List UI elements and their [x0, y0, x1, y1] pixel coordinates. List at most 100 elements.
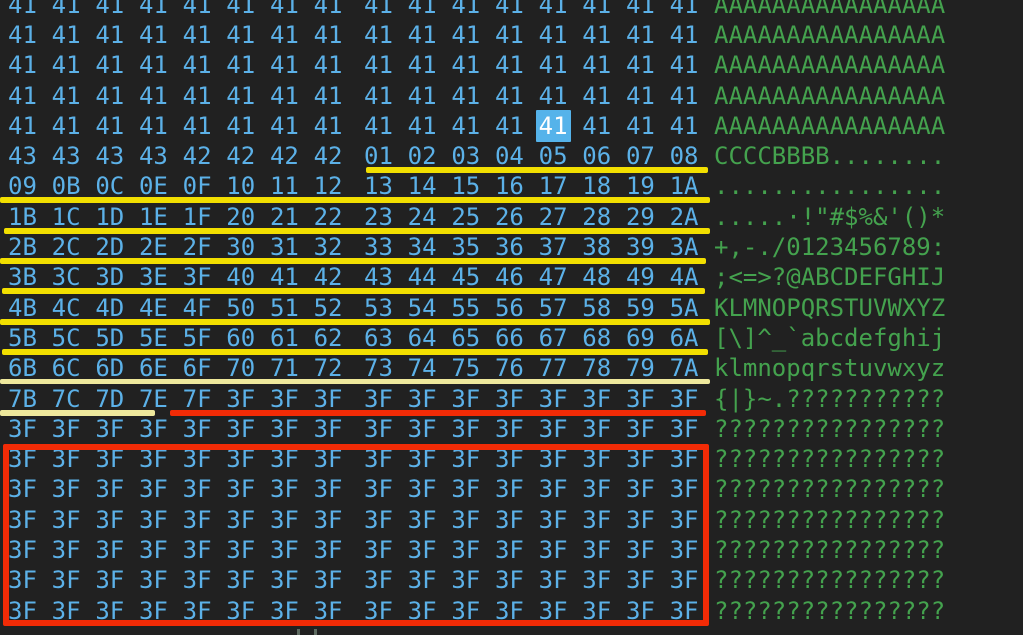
hex-byte[interactable]: 54 — [407, 293, 437, 322]
ascii-text[interactable]: ;<=>?@ABCDEFGHIJ — [714, 263, 946, 292]
hex-byte[interactable]: 41 — [269, 263, 299, 292]
hex-byte[interactable]: 41 — [8, 51, 37, 80]
hex-byte[interactable]: 3F — [407, 475, 437, 504]
hex-byte[interactable]: 42 — [226, 142, 256, 171]
hex-byte[interactable]: 62 — [313, 323, 343, 352]
hex-byte[interactable]: 41 — [669, 20, 699, 49]
hex-byte[interactable]: 26 — [494, 202, 524, 231]
hex-byte[interactable]: 41 — [51, 111, 81, 140]
hex-byte[interactable]: 7C — [51, 384, 81, 413]
hex-byte[interactable]: 0B — [51, 172, 81, 201]
hex-byte[interactable]: 41 — [451, 0, 481, 19]
hex-byte[interactable]: 3F — [95, 475, 125, 504]
hex-byte[interactable]: 43 — [51, 142, 81, 171]
ascii-text[interactable]: ???????????????? — [714, 414, 946, 443]
ascii-text[interactable]: ???????????????? — [714, 566, 946, 595]
hex-byte[interactable]: 3F — [51, 505, 81, 534]
hex-byte[interactable]: 3F — [95, 536, 125, 564]
hex-byte[interactable]: 3F — [669, 536, 699, 564]
hex-byte[interactable]: 3F — [494, 566, 524, 595]
hex-byte[interactable]: 41 — [494, 51, 524, 80]
hex-byte[interactable]: 41 — [625, 20, 655, 49]
hex-byte[interactable]: 08 — [669, 142, 699, 171]
hex-byte[interactable]: 3F — [407, 384, 437, 413]
hex-byte[interactable]: 3F — [364, 505, 393, 534]
hex-byte[interactable]: 05 — [538, 142, 568, 171]
hex-byte[interactable]: 41 — [669, 81, 699, 110]
hex-byte[interactable]: 3F — [451, 566, 481, 595]
hex-byte[interactable]: 30 — [226, 233, 256, 261]
hex-byte[interactable]: 3F — [669, 414, 699, 443]
hex-byte[interactable]: 6B — [8, 354, 37, 383]
hex-byte[interactable]: 19 — [625, 172, 655, 201]
hex-byte[interactable]: 41 — [407, 0, 437, 19]
hex-byte[interactable]: 39 — [625, 233, 655, 261]
selected-byte[interactable]: 41 — [535, 109, 583, 143]
hex-byte[interactable]: 22 — [313, 202, 343, 231]
hex-byte[interactable]: 3F — [494, 505, 524, 534]
hex-byte[interactable]: 41 — [364, 81, 393, 110]
hex-byte[interactable]: 1F — [182, 202, 212, 231]
hex-byte[interactable]: 2D — [95, 233, 125, 261]
hex-byte[interactable]: 41 — [51, 51, 81, 80]
hex-byte[interactable]: 40 — [226, 263, 256, 292]
hex-byte[interactable]: 3F — [313, 566, 343, 595]
hex-byte[interactable]: 0F — [182, 172, 212, 201]
ascii-text[interactable]: ???????????????? — [714, 505, 946, 534]
hex-byte[interactable]: 46 — [494, 263, 524, 292]
hex-byte[interactable]: 3F — [182, 505, 212, 534]
hex-byte[interactable]: 44 — [407, 263, 437, 292]
hex-byte[interactable]: 41 — [138, 51, 168, 80]
hex-byte[interactable]: 3F — [451, 475, 481, 504]
hex-byte[interactable]: 3F — [582, 384, 612, 413]
hex-byte[interactable]: 41 — [494, 0, 524, 19]
hex-byte[interactable]: 41 — [51, 20, 81, 49]
hex-byte[interactable]: 14 — [407, 172, 437, 201]
hex-byte[interactable]: 41 — [451, 111, 481, 140]
hex-byte[interactable]: 5C — [51, 323, 81, 352]
hex-byte[interactable]: 42 — [269, 142, 299, 171]
hex-byte[interactable]: 1B — [8, 202, 37, 231]
hex-byte[interactable]: 41 — [669, 111, 699, 140]
hex-byte[interactable]: 27 — [538, 202, 568, 231]
hex-byte[interactable]: 2A — [669, 202, 699, 231]
hex-byte[interactable]: 41 — [226, 20, 256, 49]
hex-byte[interactable]: 16 — [494, 172, 524, 201]
hex-byte[interactable]: 3F — [451, 536, 481, 564]
hex-byte[interactable]: 3F — [625, 536, 655, 564]
hex-byte[interactable]: 3F — [538, 505, 568, 534]
hex-byte[interactable]: 41 — [451, 20, 481, 49]
hex-byte[interactable]: 3F — [138, 536, 168, 564]
hex-byte[interactable]: 63 — [364, 323, 393, 352]
hex-byte[interactable]: 28 — [582, 202, 612, 231]
hex-byte[interactable]: 41 — [95, 111, 125, 140]
hex-byte[interactable]: 41 — [51, 0, 81, 19]
hex-byte[interactable]: 41 — [494, 20, 524, 49]
hex-byte[interactable]: 3F — [364, 536, 393, 564]
hex-byte[interactable]: 70 — [226, 354, 256, 383]
hex-byte[interactable]: 5F — [182, 323, 212, 352]
hex-byte[interactable]: 3F — [582, 536, 612, 564]
hex-byte[interactable]: 38 — [582, 233, 612, 261]
hex-byte[interactable]: 55 — [451, 293, 481, 322]
hex-byte[interactable]: 2C — [51, 233, 81, 261]
hex-byte[interactable]: 3F — [95, 566, 125, 595]
hex-byte[interactable]: 4A — [669, 263, 699, 292]
hex-byte[interactable]: 31 — [269, 233, 299, 261]
ascii-text[interactable]: ???????????????? — [714, 445, 946, 474]
hex-byte[interactable]: 3F — [494, 536, 524, 564]
ascii-text[interactable]: AAAAAAAAAAAAAAAA — [714, 20, 946, 49]
hex-byte[interactable]: 7B — [8, 384, 37, 413]
hex-byte[interactable]: 5D — [95, 323, 125, 352]
hex-byte[interactable]: 3F — [269, 475, 299, 504]
ascii-text[interactable]: ???????????????? — [714, 536, 946, 564]
hex-byte[interactable]: 4E — [138, 293, 168, 322]
hex-byte[interactable]: 36 — [494, 233, 524, 261]
hex-byte[interactable]: 17 — [538, 172, 568, 201]
hex-byte[interactable]: 58 — [582, 293, 612, 322]
hex-byte[interactable]: 3F — [625, 475, 655, 504]
hex-byte[interactable]: 52 — [313, 293, 343, 322]
hex-byte[interactable]: 41 — [407, 51, 437, 80]
hex-byte[interactable]: 41 — [138, 111, 168, 140]
hex-byte[interactable]: 42 — [313, 142, 343, 171]
